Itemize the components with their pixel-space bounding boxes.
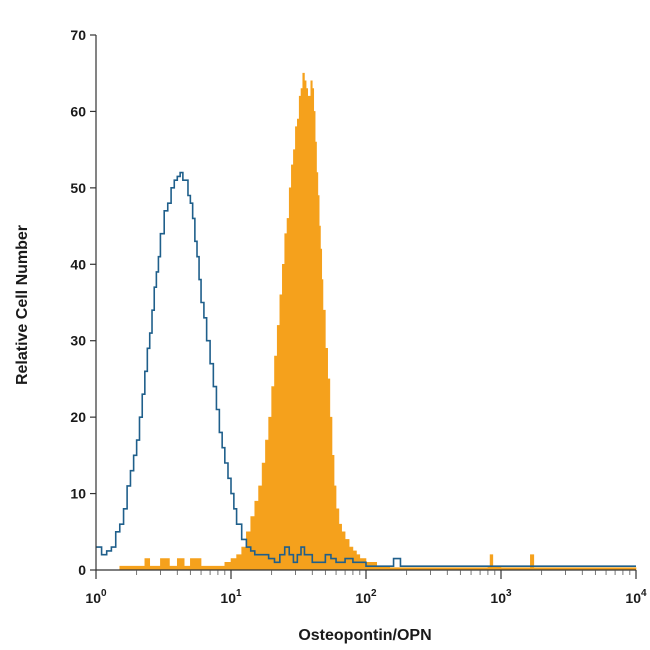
x-tick-label: 104 xyxy=(625,588,647,606)
y-tick-label: 0 xyxy=(78,562,86,578)
x-axis-title: Osteopontin/OPN xyxy=(298,627,431,644)
y-tick-label: 10 xyxy=(70,486,86,502)
y-tick-label: 30 xyxy=(70,333,86,349)
y-axis-title: Relative Cell Number xyxy=(14,225,31,385)
y-tick-label: 50 xyxy=(70,180,86,196)
x-tick-label: 100 xyxy=(85,588,107,606)
y-tick-label: 40 xyxy=(70,256,86,272)
axes-layer xyxy=(90,34,637,579)
histogram-series-2 xyxy=(96,171,636,567)
y-tick-label: 70 xyxy=(70,27,86,43)
y-tick-label: 60 xyxy=(70,103,86,119)
x-tick-label: 101 xyxy=(220,588,242,606)
series-layer xyxy=(96,72,637,571)
labels-layer: 0 10 20 30 40 50 60 70 100 101 102 103 104 xyxy=(70,27,647,606)
y-tick-label: 20 xyxy=(70,409,86,425)
histogram-series-1 xyxy=(96,72,637,571)
x-tick-label: 102 xyxy=(355,588,377,606)
x-tick-label: 103 xyxy=(490,588,512,606)
